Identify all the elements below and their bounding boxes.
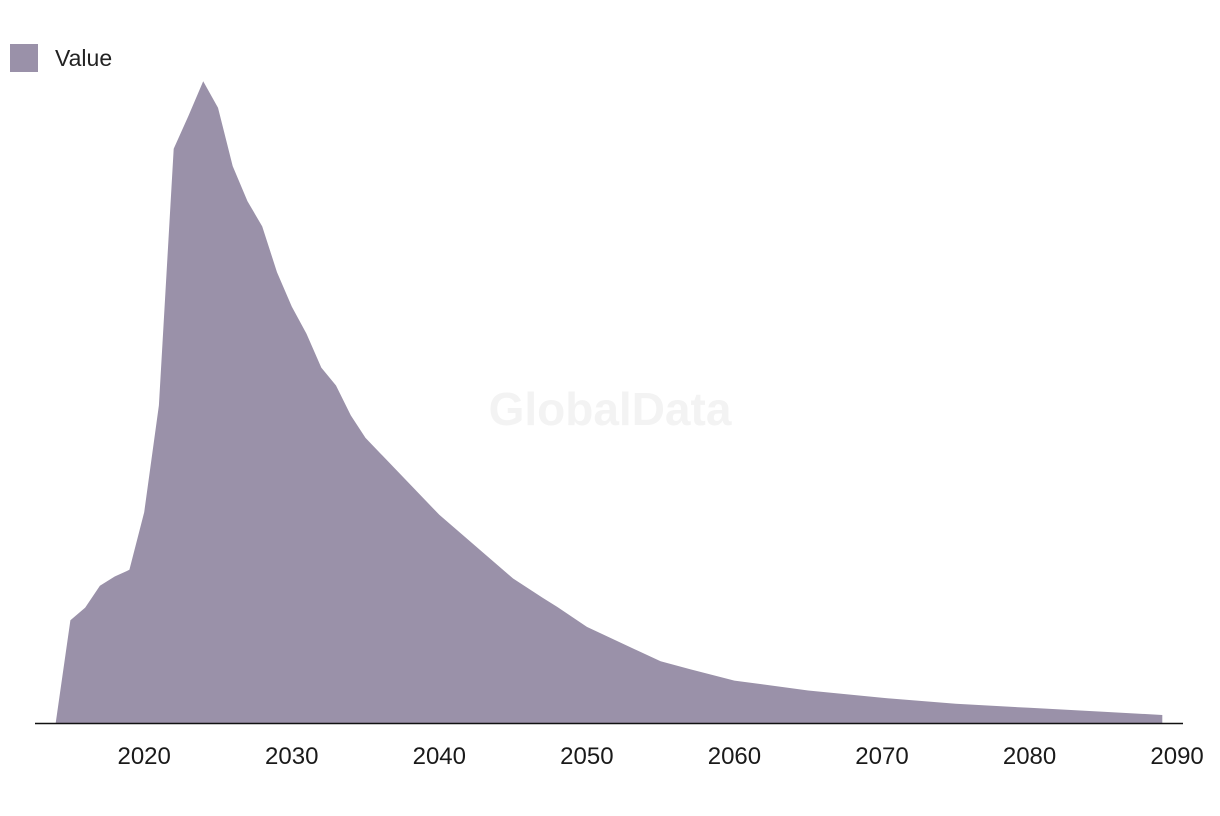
x-tick-label: 2030 (265, 743, 318, 770)
x-tick-label: 2080 (1003, 743, 1056, 770)
x-tick-label: 2090 (1150, 743, 1203, 770)
x-axis-ticks: 2020 2030 2040 2050 2060 2070 2080 2090 (117, 743, 1203, 770)
x-tick-label: 2060 (708, 743, 761, 770)
x-tick-label: 2070 (855, 743, 908, 770)
x-tick-label: 2020 (117, 743, 170, 770)
legend: Value (10, 44, 112, 72)
x-tick-label: 2050 (560, 743, 613, 770)
legend-label: Value (55, 44, 113, 71)
area-series-value (55, 81, 1163, 723)
x-tick-label: 2040 (413, 743, 466, 770)
watermark: GlobalData (489, 383, 732, 435)
legend-swatch (10, 44, 38, 72)
